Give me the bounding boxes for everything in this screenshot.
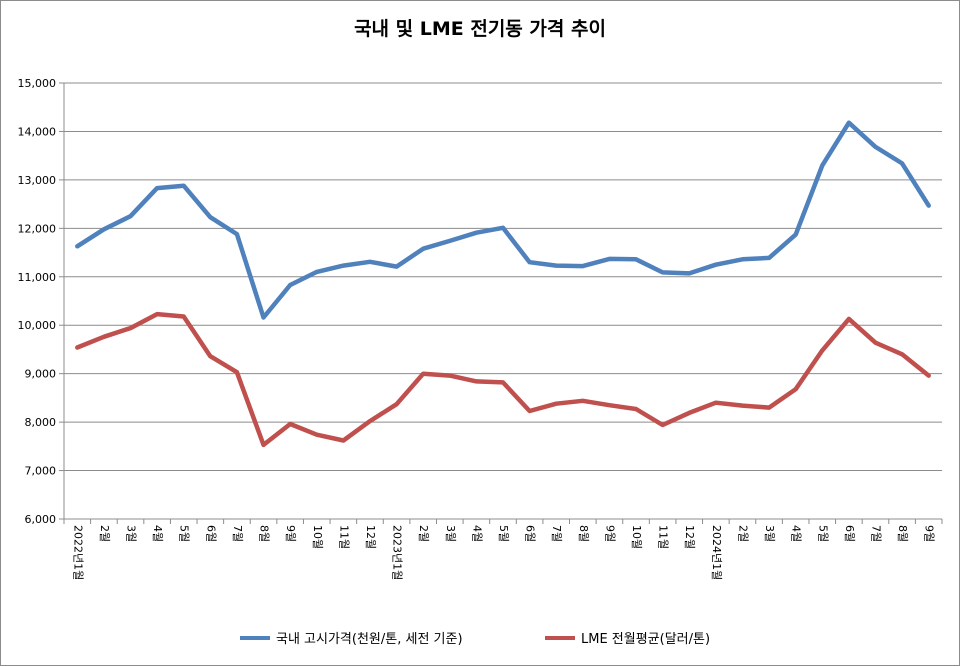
x-tick-label: 3월 — [444, 525, 457, 542]
x-tick-label: 10월 — [311, 525, 324, 549]
x-tick-label: 7월 — [550, 525, 563, 542]
x-tick-label: 8월 — [258, 525, 271, 542]
x-tick-label: 12월 — [364, 525, 377, 549]
legend-swatch-lme — [545, 635, 575, 640]
y-tick-label: 9,000 — [25, 368, 57, 381]
x-tick-label: 2월 — [417, 525, 430, 542]
x-tick-label: 5월 — [816, 525, 829, 542]
x-tick-label: 6월 — [204, 525, 217, 542]
legend-label-lme: LME 전월평균(달러/톤) — [581, 632, 711, 647]
y-tick-label: 12,000 — [18, 222, 57, 235]
x-tick-label: 12월 — [683, 525, 696, 549]
y-tick-label: 10,000 — [18, 319, 57, 332]
y-tick-label: 14,000 — [18, 125, 57, 138]
chart-title: 국내 및 LME 전기동 가격 추이 — [354, 18, 606, 40]
legend-item-lme: LME 전월평균(달러/톤) — [545, 628, 710, 647]
x-tick-label: 2023년1월 — [391, 525, 404, 580]
x-tick-label: 5월 — [178, 525, 191, 542]
y-tick-label: 7,000 — [25, 465, 57, 478]
legend-item-domestic: 국내 고시가격(천원/톤, 세전 기준) — [240, 628, 463, 647]
x-tick-label: 3월 — [125, 525, 138, 542]
x-tick-label: 6월 — [524, 525, 537, 542]
x-tick-label: 3월 — [763, 525, 776, 542]
x-tick-label: 4월 — [790, 525, 803, 542]
legend: 국내 고시가격(천원/톤, 세전 기준) LME 전월평균(달러/톤) — [0, 628, 960, 650]
x-tick-label: 10월 — [630, 525, 643, 549]
x-tick-label: 2024년1월 — [710, 525, 723, 580]
x-tick-label: 7월 — [869, 525, 882, 542]
x-tick-label: 5월 — [497, 525, 510, 542]
x-tick-label: 6월 — [843, 525, 856, 542]
series-line-lme — [75, 311, 931, 448]
x-tick-label: 8월 — [577, 525, 590, 542]
x-tick-label: 9월 — [923, 525, 936, 542]
x-tick-label: 4월 — [470, 525, 483, 542]
x-tick-label: 9월 — [603, 525, 616, 542]
y-tick-label: 15,000 — [18, 77, 57, 90]
x-tick-label: 2022년1월 — [71, 525, 84, 580]
legend-swatch-domestic — [240, 635, 270, 640]
series-line-domestic — [75, 120, 931, 320]
y-tick-label: 8,000 — [25, 416, 57, 429]
x-tick-label: 9월 — [284, 525, 297, 542]
x-tick-label: 8월 — [896, 525, 909, 542]
x-tick-label: 2월 — [736, 525, 749, 542]
y-tick-label: 11,000 — [18, 271, 57, 284]
x-tick-label: 11월 — [337, 525, 350, 549]
x-tick-label: 7월 — [231, 525, 244, 542]
y-tick-label: 13,000 — [18, 174, 57, 187]
x-tick-label: 4월 — [151, 525, 164, 542]
legend-label-domestic: 국내 고시가격(천원/톤, 세전 기준) — [276, 632, 463, 647]
x-tick-label: 11월 — [657, 525, 670, 549]
y-tick-label: 6,000 — [25, 513, 57, 526]
x-tick-label: 2월 — [98, 525, 111, 542]
